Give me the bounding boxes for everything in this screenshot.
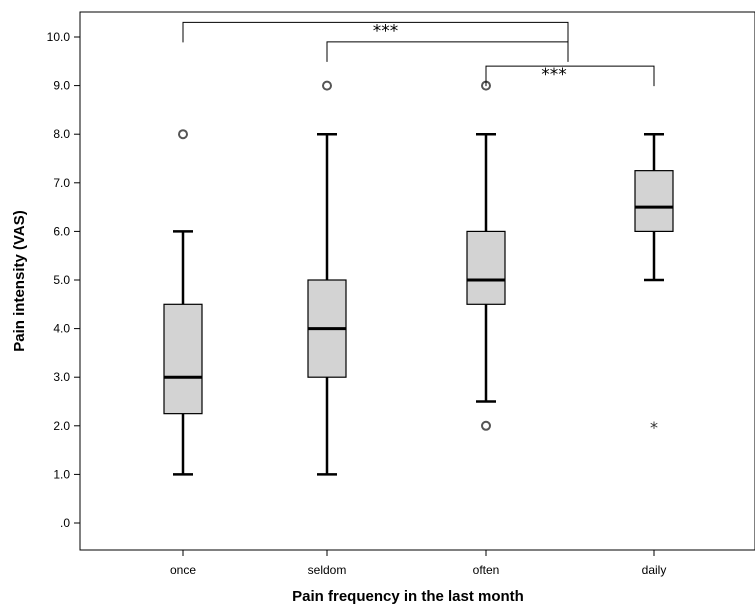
y-tick-label: .0 — [60, 516, 70, 530]
x-tick-label: often — [473, 563, 500, 577]
y-axis-title: Pain intensity (VAS) — [11, 210, 28, 351]
outlier-circle — [481, 420, 491, 431]
significance-label: *** — [541, 65, 567, 85]
bracket-line — [182, 21, 569, 43]
y-tick-label: 9.0 — [53, 79, 70, 93]
y-tick-label: 4.0 — [53, 322, 70, 336]
y-tick-label: 3.0 — [53, 370, 70, 384]
iqr-box — [634, 170, 674, 232]
extreme-outlier-star: * — [650, 418, 658, 437]
y-tick-label: 6.0 — [53, 224, 70, 238]
x-axis-title: Pain frequency in the last month — [292, 588, 524, 605]
boxes: * — [163, 80, 674, 476]
x-tick-label: seldom — [308, 563, 347, 577]
iqr-box — [163, 303, 203, 415]
y-axis: .0 1.0 2.0 3.0 4.0 5.0 6.0 7.0 8.0 9.0 10.0 — [47, 30, 80, 530]
iqr-box — [466, 230, 506, 305]
box-seldom — [307, 80, 347, 476]
box-often — [466, 80, 506, 431]
outlier-circle — [322, 80, 332, 91]
y-tick-label: 1.0 — [53, 467, 70, 481]
significance-label: *** — [373, 21, 399, 41]
y-tick-label: 5.0 — [53, 273, 70, 287]
plot-area — [79, 11, 755, 551]
significance-bracket: *** — [182, 21, 569, 43]
y-tick-label: 2.0 — [53, 419, 70, 433]
y-tick-label: 10.0 — [47, 30, 71, 44]
significance-bracket — [326, 41, 569, 62]
bracket-line — [485, 65, 655, 87]
y-tick-label: 8.0 — [53, 127, 70, 141]
significance-bracket: *** — [485, 65, 655, 87]
y-tick-label: 7.0 — [53, 176, 70, 190]
outlier-circle — [178, 129, 188, 140]
x-tick-label: daily — [642, 563, 667, 577]
box-daily: * — [634, 132, 674, 437]
x-tick-label: once — [170, 563, 196, 577]
significance-brackets: *** *** — [182, 21, 655, 87]
bracket-line — [326, 41, 569, 62]
box-once — [163, 129, 203, 476]
x-axis: once seldom often daily — [170, 550, 666, 577]
